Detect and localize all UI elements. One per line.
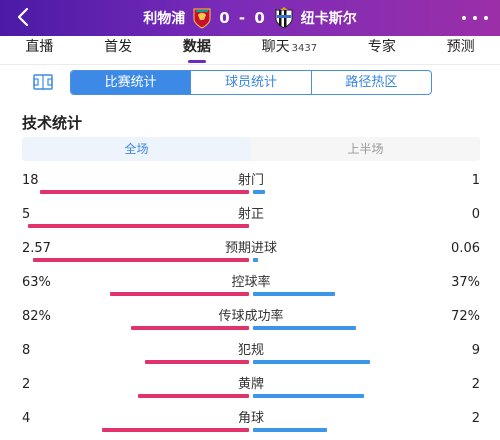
more-options-icon[interactable] [462, 9, 488, 27]
tab-live[interactable]: 直播 [21, 36, 57, 64]
home-stat-bar [145, 360, 249, 364]
away-stat-value: 37% [451, 275, 480, 290]
home-stat-value: 2.57 [22, 241, 51, 256]
tab-predictions[interactable]: 预测 [443, 36, 479, 64]
tab-label: 预测 [446, 39, 475, 55]
liverpool-crest-icon [192, 7, 212, 29]
stat-row: 63% 控球率 37% [22, 270, 480, 304]
subtab-player-stats[interactable]: 球员统计 [190, 71, 310, 94]
away-stat-bar [253, 292, 335, 296]
tab-lineup[interactable]: 首发 [100, 36, 136, 64]
match-header: 利物浦 0 - 0 纽卡斯尔 [0, 0, 500, 36]
stat-row: 2.57 预期进球 0.06 [22, 236, 480, 270]
stats-list: 18 射门 1 5 射正 0 2.57 预期进球 0.06 63% 控球率 37% 82% 传球成功率 72… [22, 168, 480, 440]
stat-bars [30, 428, 472, 432]
stat-name: 控球率 [231, 275, 271, 290]
home-stat-value: 2 [22, 377, 31, 392]
match-score: 0 - 0 [219, 9, 267, 27]
chat-count-badge: 3437 [291, 43, 318, 54]
pitch-icon[interactable] [32, 72, 54, 92]
stat-bars [30, 394, 472, 398]
stat-bars [30, 258, 472, 262]
stat-row: 8 犯规 9 [22, 338, 480, 372]
home-stat-bar [110, 292, 249, 296]
stat-row: 5 射正 0 [22, 202, 480, 236]
stat-name: 射门 [237, 173, 264, 188]
stat-name: 射正 [237, 207, 264, 222]
stat-name: 传球成功率 [218, 309, 284, 324]
away-stat-value: 2 [471, 411, 480, 426]
tab-experts[interactable]: 专家 [364, 36, 400, 64]
tab-data[interactable]: 数据 [179, 36, 215, 64]
home-stat-value: 4 [22, 411, 31, 426]
home-stat-value: 82% [22, 309, 51, 324]
home-stat-value: 5 [22, 207, 31, 222]
back-arrow-icon[interactable] [12, 5, 36, 29]
away-team-name: 纽卡斯尔 [300, 11, 357, 27]
away-stat-bar [253, 258, 258, 262]
newcastle-crest-icon [274, 7, 294, 29]
stat-name: 预期进球 [224, 241, 277, 256]
away-stat-value: 2 [471, 377, 480, 392]
home-stat-value: 18 [22, 173, 39, 188]
away-stat-bar [253, 360, 370, 364]
away-stat-value: 1 [471, 173, 480, 188]
away-stat-bar [253, 428, 327, 432]
tab-label: 首发 [104, 39, 133, 55]
home-stat-value: 63% [22, 275, 51, 290]
away-stat-value: 0.06 [451, 241, 480, 256]
away-stat-value: 72% [451, 309, 480, 324]
home-stat-bar [40, 190, 249, 194]
stat-name: 黄牌 [237, 377, 264, 392]
main-tabs: 直播 首发 数据 聊天 3437 专家 预测 [0, 36, 500, 64]
tab-label: 专家 [367, 39, 396, 55]
away-stat-bar [253, 394, 364, 398]
tab-label: 聊天 [261, 39, 290, 55]
away-stat-bar [253, 190, 265, 194]
away-stat-bar [253, 326, 356, 330]
stat-bars [30, 292, 472, 296]
away-stat-value: 9 [471, 343, 480, 358]
stat-name: 犯规 [237, 343, 264, 358]
subtab-match-stats[interactable]: 比赛统计 [71, 71, 191, 94]
match-summary: 利物浦 0 - 0 纽卡斯尔 [0, 0, 500, 36]
tab-chat[interactable]: 聊天 3437 [258, 36, 321, 64]
stat-bars [30, 190, 472, 194]
period-switch: 全场 上半场 [22, 137, 480, 161]
stat-bars [30, 360, 472, 364]
tab-label: 数据 [182, 39, 211, 55]
period-full-match[interactable]: 全场 [22, 137, 251, 161]
period-first-half[interactable]: 上半场 [251, 137, 480, 161]
home-team-name: 利物浦 [143, 11, 186, 27]
stat-row: 18 射门 1 [22, 168, 480, 202]
home-stat-bar [131, 326, 249, 330]
home-stat-bar [138, 394, 249, 398]
home-stat-bar [102, 428, 249, 432]
section-title: 技术统计 [22, 114, 83, 132]
stats-type-switch: 比赛统计 球员统计 路径热区 [70, 70, 432, 95]
stat-row: 2 黄牌 2 [22, 372, 480, 406]
away-stat-value: 0 [471, 207, 480, 222]
stat-bars [30, 326, 472, 330]
home-stat-bar [28, 224, 249, 228]
tab-label: 直播 [25, 39, 54, 55]
nav-divider [0, 64, 500, 65]
subtab-heatmap[interactable]: 路径热区 [310, 71, 431, 94]
home-stat-value: 8 [22, 343, 31, 358]
stat-name: 角球 [237, 411, 264, 426]
stat-row: 4 角球 2 [22, 406, 480, 440]
stat-bars [28, 224, 472, 228]
home-stat-bar [33, 258, 249, 262]
stat-row: 82% 传球成功率 72% [22, 304, 480, 338]
